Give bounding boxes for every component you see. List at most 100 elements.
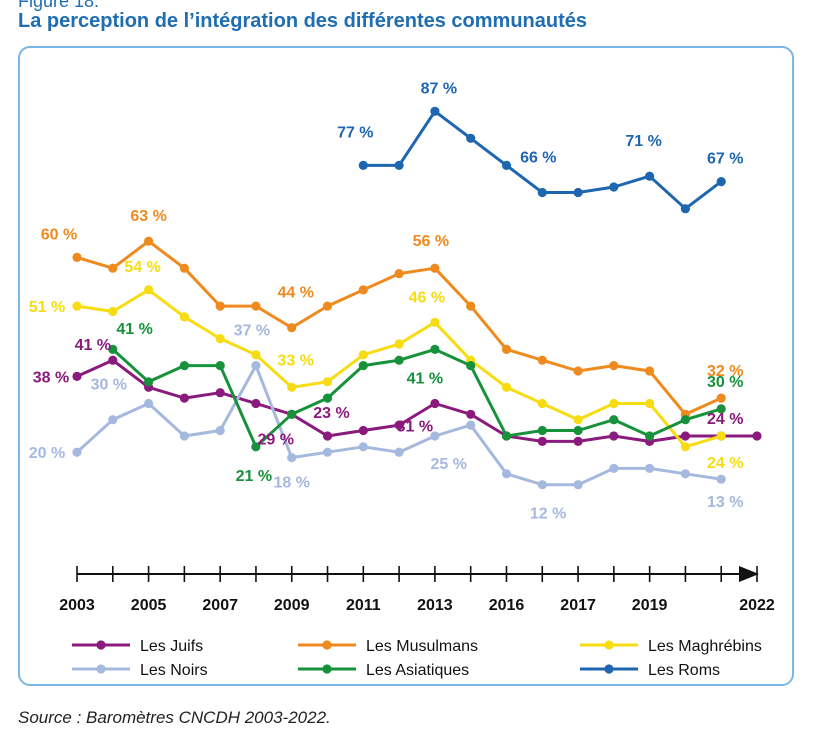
data-label: 44 %	[277, 285, 313, 302]
legend-label: Les Noirs	[140, 662, 208, 679]
data-point	[537, 355, 547, 365]
data-point	[287, 323, 297, 333]
data-point	[430, 431, 440, 441]
data-point	[537, 436, 547, 446]
data-point	[609, 398, 619, 409]
data-point	[179, 393, 189, 403]
data-label: 30 %	[707, 374, 743, 391]
legend-label: Les Musulmans	[366, 638, 478, 655]
data-point	[501, 160, 512, 170]
data-point	[609, 182, 619, 192]
data-point	[179, 263, 189, 273]
data-point	[144, 377, 154, 387]
data-point	[108, 355, 118, 365]
data-point	[358, 350, 368, 360]
data-label: 60 %	[41, 226, 77, 243]
data-point	[287, 382, 297, 392]
data-point	[72, 447, 82, 457]
x-tick-label: 2003	[59, 597, 95, 614]
data-label: 63 %	[130, 208, 166, 225]
data-point	[537, 480, 547, 490]
data-point	[573, 187, 583, 198]
x-axis-arrow-icon	[739, 566, 759, 582]
data-point	[680, 204, 691, 214]
data-label: 31 %	[397, 419, 433, 436]
data-point	[537, 398, 547, 409]
data-point	[358, 442, 368, 452]
data-point	[573, 415, 583, 425]
legend-marker	[604, 664, 614, 674]
series-les-roms	[358, 106, 726, 214]
data-point	[716, 431, 726, 441]
figure-label: Figure 18.	[18, 0, 100, 11]
data-label: 29 %	[257, 431, 293, 448]
data-point	[609, 361, 619, 371]
data-point	[215, 361, 225, 371]
data-point	[716, 393, 726, 403]
data-label: 77 %	[337, 124, 373, 141]
legend-item-les-juifs: Les Juifs	[72, 638, 203, 655]
data-label: 37 %	[234, 323, 270, 340]
data-point	[287, 409, 297, 419]
data-label: 21 %	[236, 468, 272, 485]
data-label: 38 %	[33, 369, 69, 386]
data-label: 67 %	[707, 151, 743, 168]
data-point	[573, 480, 583, 490]
x-tick-label: 2016	[489, 597, 525, 614]
data-point	[394, 420, 404, 430]
data-point	[322, 393, 333, 403]
data-point	[215, 425, 225, 436]
legend-item-les-musulmans: Les Musulmans	[298, 638, 478, 655]
legend-marker	[604, 640, 614, 650]
data-label: 12 %	[530, 506, 566, 523]
source-note: Source : Baromètres CNCDH 2003-2022.	[18, 708, 331, 727]
data-point	[609, 415, 619, 425]
chart-title: La perception de l’intégration des diffé…	[18, 10, 587, 32]
legend-item-les-roms: Les Roms	[580, 662, 720, 679]
data-point	[466, 133, 476, 143]
data-point	[251, 350, 261, 360]
series-line	[76, 239, 722, 416]
x-tick-label: 2017	[560, 597, 596, 614]
legend-item-les-noirs: Les Noirs	[72, 662, 208, 679]
legend-marker	[322, 664, 332, 674]
data-point	[394, 339, 404, 349]
x-tick-label: 2011	[346, 597, 381, 614]
data-point	[394, 269, 404, 279]
data-point	[573, 425, 583, 436]
data-point	[680, 469, 691, 479]
data-point	[72, 371, 82, 381]
legend-label: Les Roms	[648, 662, 720, 679]
data-point	[430, 263, 440, 273]
x-tick-label: 2019	[632, 597, 668, 614]
data-point	[501, 344, 512, 354]
data-point	[645, 431, 655, 441]
data-point	[716, 404, 726, 414]
data-point	[358, 285, 368, 295]
chart-frame	[18, 46, 794, 686]
data-label: 87 %	[421, 80, 457, 97]
data-point	[716, 177, 726, 187]
legend-marker	[96, 664, 106, 674]
data-point	[108, 344, 118, 354]
data-point	[215, 334, 225, 344]
data-point	[251, 442, 261, 452]
data-point	[394, 447, 404, 457]
x-tick-label: 2005	[131, 597, 167, 614]
data-label: 71 %	[625, 133, 661, 150]
data-point	[573, 366, 583, 376]
data-point	[251, 398, 261, 409]
data-point	[144, 236, 154, 246]
series-line	[111, 347, 722, 449]
data-point	[501, 431, 512, 441]
data-point	[72, 252, 82, 262]
data-point	[215, 301, 225, 311]
data-point	[645, 366, 655, 376]
data-point	[645, 171, 655, 181]
data-point	[430, 344, 440, 354]
legend-marker	[96, 640, 106, 650]
series-les-musulmans	[72, 236, 726, 419]
data-point	[537, 187, 547, 198]
data-point	[287, 453, 297, 463]
